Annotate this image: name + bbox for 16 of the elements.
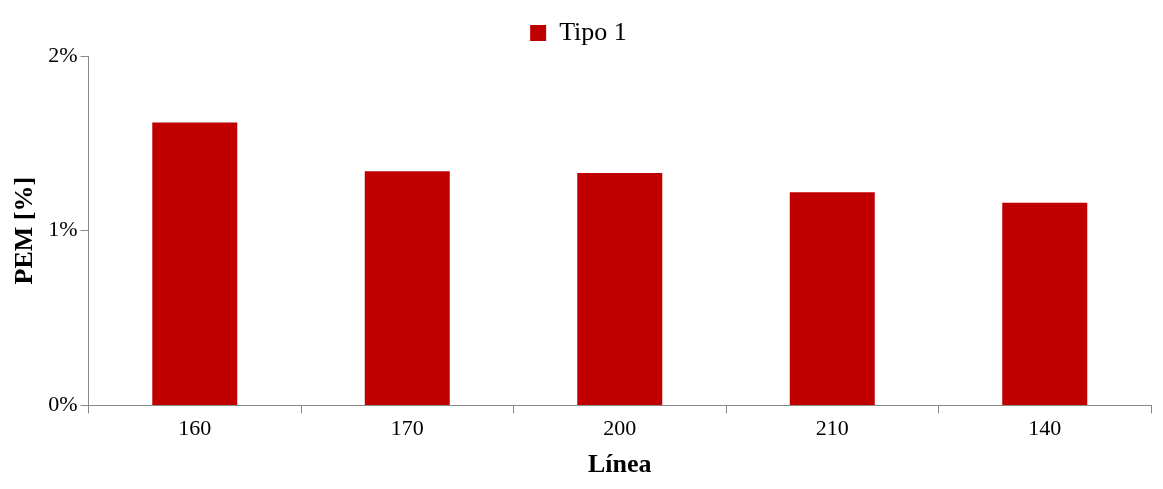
bar [577, 173, 663, 405]
y-tick-label: 2% [48, 41, 78, 67]
x-tick-label: 170 [390, 415, 424, 441]
bar [789, 192, 875, 405]
x-tick-label: 140 [1028, 415, 1062, 441]
x-tick-label: 160 [178, 415, 212, 441]
bar [364, 171, 450, 405]
y-tick-label: 0% [48, 391, 78, 417]
y-axis-title: PEM [%] [9, 176, 39, 285]
x-axis-title: Línea [587, 449, 652, 479]
x-tick-label: 200 [603, 415, 637, 441]
bar [152, 122, 238, 405]
bar [1002, 202, 1088, 405]
x-tick-label: 210 [815, 415, 849, 441]
y-tick-label: 1% [48, 216, 78, 242]
legend-label: Tipo 1 [559, 16, 627, 46]
